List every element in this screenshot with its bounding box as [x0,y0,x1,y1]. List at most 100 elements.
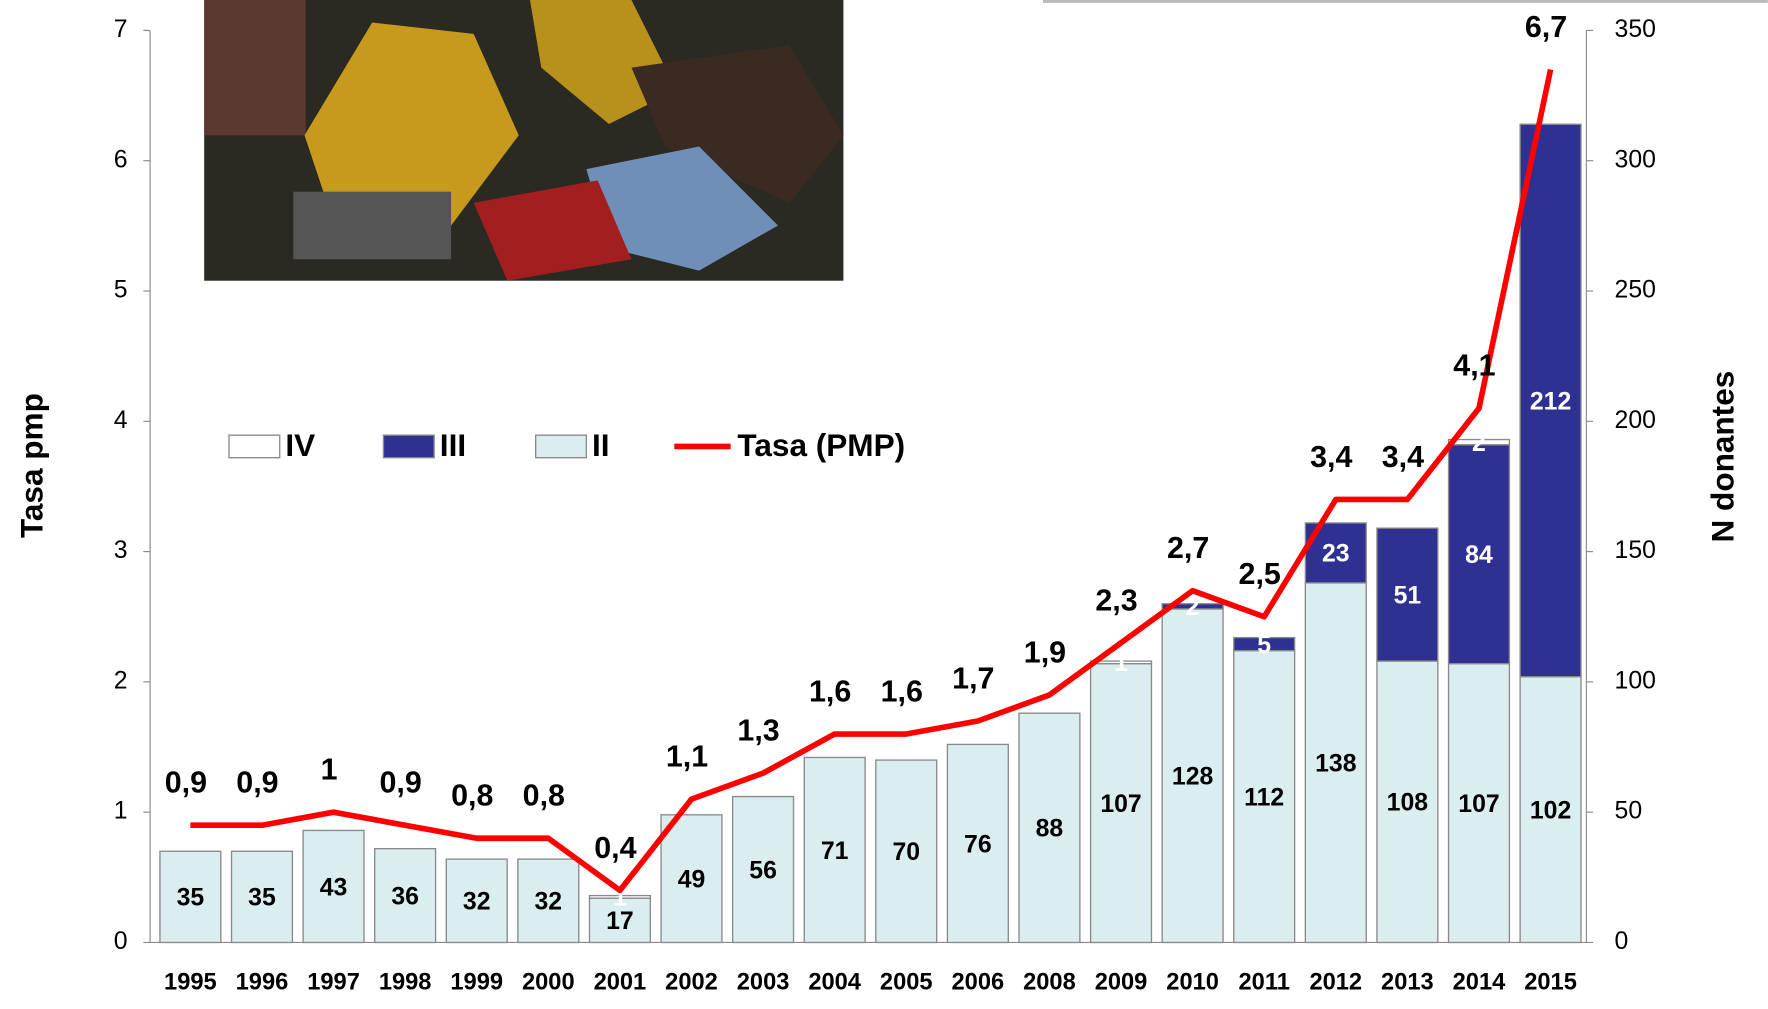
bar-value-label: 32 [463,889,491,916]
x-tick-label: 1996 [236,969,289,995]
y-tick-label: 3 [114,537,128,564]
legend-swatch [534,434,588,459]
bar-value-label: 17 [606,908,634,935]
y-tick-label: 6 [114,146,128,173]
bar-value-label: 212 [1530,388,1571,415]
legend-swatch [382,434,435,459]
line-value-label: 1,6 [809,674,851,708]
bar-segment [302,829,365,944]
y-axis-title: Tasa pmp [13,393,49,538]
y2-tick-label: 300 [1615,146,1656,173]
legend-label: IV [285,427,315,463]
x-tick-label: 2010 [1166,969,1219,995]
bar-value-label: 76 [964,831,992,858]
bar-value-label: 2 [1472,430,1486,457]
line-value-label: 3,4 [1310,440,1352,474]
legend-label: III [440,427,466,463]
x-tick-label: 2003 [737,969,790,995]
x-tick-label: 2006 [952,969,1005,995]
y2-tick-label: 350 [1615,16,1656,43]
y-tick-label: 2 [114,667,128,694]
bar-value-label: 71 [821,838,849,865]
bar-value-label: 49 [678,866,706,893]
bar-segment [230,850,294,944]
y2-tick-label: 100 [1615,667,1656,694]
y2-tick-label: 0 [1615,928,1629,955]
bar-segment [374,847,437,944]
bar-segment [1376,660,1439,944]
bar-segment [588,897,652,944]
line-value-label: 1,3 [737,714,779,748]
bar-value-label: 35 [248,885,276,912]
y-tick-label: 5 [114,277,128,304]
bar-segment [660,814,723,944]
bar-value-label: 107 [1100,791,1141,818]
y-tick-label: 1 [114,798,128,825]
y2-axis-title: N donantes [1704,371,1740,543]
legend-label: Tasa (PMP) [737,427,905,463]
legend-label: II [592,427,610,463]
line-value-label: 3,4 [1382,440,1424,474]
x-tick-label: 2004 [808,969,861,995]
bar-segment [875,759,938,944]
bar-value-label: 112 [1244,784,1284,811]
bar-value-label: 51 [1394,582,1422,609]
bar-segment [445,858,508,944]
x-tick-label: 2011 [1239,969,1290,995]
bar-segment [1018,712,1081,944]
bar-segment [1161,603,1224,610]
y2-tick-label: 200 [1615,407,1656,434]
line-value-label: 0,9 [379,766,421,800]
bar-value-label: 84 [1465,542,1493,569]
bar-value-label: 102 [1530,797,1571,824]
bar-value-label: 138 [1315,750,1357,777]
y2-tick-label: 250 [1615,277,1656,304]
bar-segment [1233,636,1296,652]
line-value-label: 1,1 [666,740,708,774]
bar-value-label: 128 [1172,764,1214,791]
bar-value-label: 107 [1458,791,1499,818]
y-tick-label: 4 [114,407,128,434]
bar-segment [1089,662,1153,944]
bar-segment [1304,582,1367,944]
legend-swatch [228,434,281,459]
y-tick-label: 7 [114,16,128,43]
x-tick-label: 1997 [307,969,360,995]
line-value-label: 0,9 [165,766,207,800]
x-tick-label: 2012 [1309,969,1362,995]
bar-segment [803,756,866,944]
bar-segment [946,743,1009,944]
line-value-label: 6,7 [1525,10,1567,44]
bar-value-label: 35 [177,885,205,912]
x-tick-label: 2000 [522,969,575,995]
y-tick-label: 0 [114,928,128,955]
x-tick-label: 1995 [164,969,217,995]
bar-segment [588,894,652,899]
bar-value-label: 1 [613,885,627,912]
bar-value-label: 70 [892,839,920,866]
y2-tick-label: 150 [1615,537,1656,564]
bar-value-label: 36 [391,883,419,910]
x-tick-label: 2009 [1095,969,1148,995]
bar-value-label: 32 [535,889,563,916]
line-series [190,68,1554,894]
bar-value-label: 88 [1036,816,1064,843]
bar-value-label: 5 [1257,632,1271,659]
line-value-label: 2,5 [1239,557,1281,591]
line-value-label: 4,1 [1453,349,1495,383]
x-tick-label: 2014 [1453,969,1506,995]
x-tick-label: 1999 [450,969,503,995]
bar-segment [159,850,222,944]
bar-value-label: 1 [1114,650,1128,677]
line-value-label: 0,8 [451,779,493,813]
bar-value-label: 56 [749,857,777,884]
bar-value-label: 23 [1322,541,1350,568]
bar-value-label: 2 [1186,594,1200,621]
line-value-label: 2,3 [1095,583,1137,617]
bar-value-label: 108 [1387,790,1429,817]
bar-segment [1519,676,1582,944]
photo [204,0,844,281]
bar-segment [517,858,580,944]
bar-segment [1519,123,1582,678]
line-value-label: 0,9 [236,766,278,800]
